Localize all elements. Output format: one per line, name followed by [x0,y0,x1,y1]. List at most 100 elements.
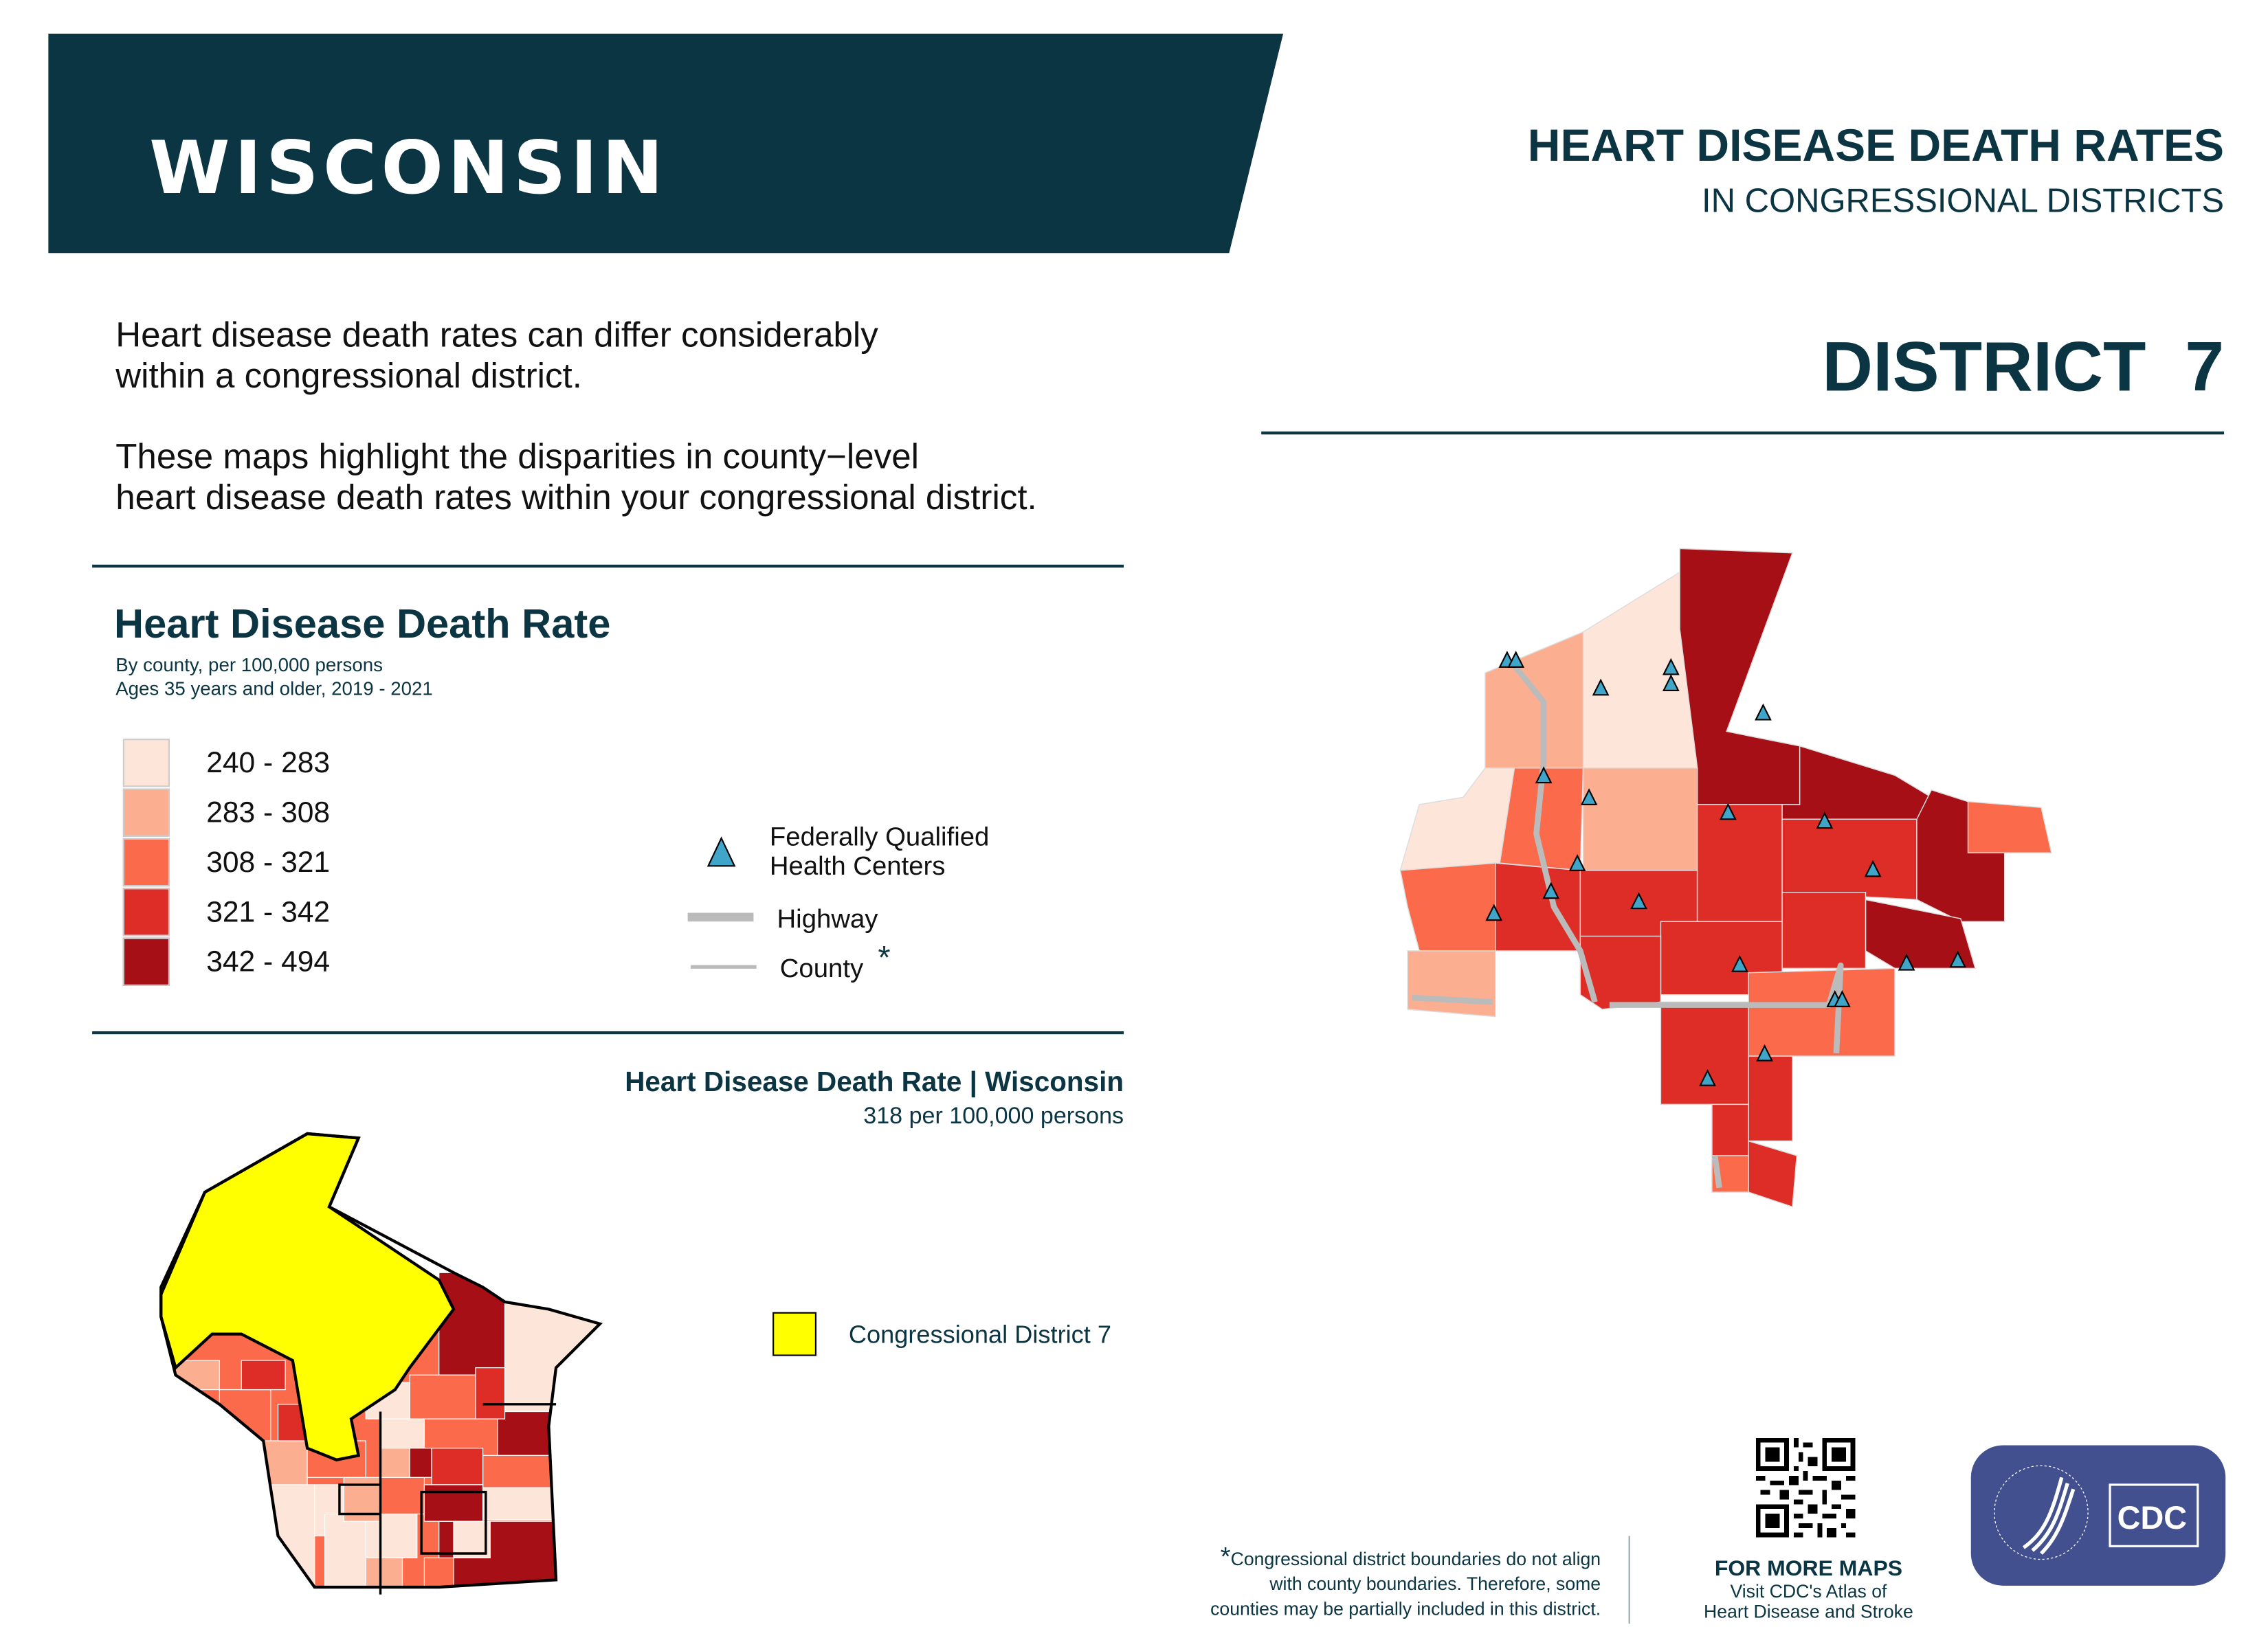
footnote-line: with county boundaries. Therefore, some [1269,1573,1601,1595]
county [1916,789,2005,923]
district-title: DISTRICT 7 [1822,329,2225,407]
footer-divider [1628,1536,1630,1624]
legend-swatch [122,888,170,936]
fqhc-triangle-icon [1535,766,1553,784]
more-maps-text: Heart Disease and Stroke [1704,1602,1913,1623]
county [1660,1001,1749,1106]
highway [1412,994,1493,1005]
divider [92,564,1124,568]
county [1711,1155,1749,1193]
fqhc-triangle-icon [1630,892,1647,910]
asterisk: * [1220,1541,1231,1571]
intro-text: These maps highlight the disparities in … [115,437,919,478]
legend-label: 342 - 494 [206,946,331,979]
fqhc-triangle-icon [1699,1069,1716,1086]
district-7-highlight [159,1132,456,1461]
legend-label: 321 - 342 [206,897,331,929]
fqhc-triangle-icon [1949,950,1966,968]
page-subtitle: IN CONGRESSIONAL DISTRICTS [1702,181,2225,220]
fqhc-triangle-icon [1898,953,1915,971]
county [1967,800,2052,853]
fqhc-triangle-icon [1719,803,1737,820]
district-legend-label: Congressional District 7 [848,1321,1112,1349]
fqhc-triangle-icon [1580,788,1598,806]
county [1748,967,1895,1057]
county [1582,570,1698,769]
legend-swatch [122,838,170,887]
county [1579,870,1698,937]
county [1781,891,1867,969]
legend-swatch [122,788,170,837]
district-legend-swatch [772,1312,816,1356]
highway-label: Highway [777,904,878,934]
county [1781,818,1917,901]
fqhc-triangle-icon [1755,703,1772,721]
fqhc-triangle-icon [1816,811,1834,829]
hhs-eagle-icon [2022,1477,2076,1555]
county [1748,1055,1793,1142]
cdc-hhs-logo: CDC [1970,1445,2226,1586]
fqhc-triangle-icon [1568,854,1586,871]
state-rate-title: Heart Disease Death Rate | Wisconsin [625,1068,1124,1099]
intro-text: within a congressional district. [115,357,582,396]
fqhc-triangle-icon [1731,954,1748,972]
legend-swatch [122,937,170,986]
fqhc-triangle-icon [1542,882,1560,899]
fqhc-triangle-icon [1864,860,1882,877]
legend-label: 240 - 283 [206,747,331,780]
fqhc-markers [1485,651,1966,1086]
intro-paragraph-1: Heart disease death rates can differ con… [115,316,878,398]
county [1407,950,1496,1018]
fqhc-triangle-icon [1826,990,1844,1007]
fqhc-triangle-icon [1662,658,1680,675]
qr-code[interactable] [1755,1437,1856,1538]
fqhc-triangle-icon [1498,651,1516,668]
intro-text: heart disease death rates within your co… [115,478,1037,518]
state-rate-value: 318 per 100,000 persons [863,1104,1124,1130]
county [1582,767,1698,871]
legend-title: Heart Disease Death Rate [114,601,611,647]
page-title: HEART DISEASE DEATH RATES [1527,120,2225,172]
footnote-line: *Congressional district boundaries do no… [1210,1541,1601,1572]
fqhc-triangle-icon [1507,651,1525,668]
fqhc-triangle-icon [1756,1044,1773,1062]
more-maps-title: FOR MORE MAPS [1714,1556,1903,1582]
footnote-line: counties may be partially included in th… [1210,1598,1601,1619]
title-banner [48,33,1284,254]
county [1781,745,1933,820]
legend-subtitle: Ages 35 years and older, 2019 - 2021 [115,677,433,699]
county [1660,921,1783,996]
legend-subtitle: By county, per 100,000 persons [115,653,383,676]
county [1711,1103,1749,1156]
wisconsin-outline [159,1132,603,1589]
fqhc-triangle-icon [1834,990,1851,1007]
highway [1711,1155,1722,1189]
county [1748,1140,1798,1208]
hhs-seal-icon [1994,1465,2089,1560]
county-label: County [779,954,864,983]
intro-paragraph-2: These maps highlight the disparities in … [115,438,1037,519]
highway [1609,962,1844,1054]
fqhc-label-line: Health Centers [769,851,946,881]
fqhc-label: Federally Qualified Health Centers [770,822,990,880]
legend-swatch [122,739,170,787]
county [1495,862,1581,952]
state-name: WISCONSIN [149,126,668,211]
county-polygons [1399,548,2052,1208]
district-boundaries [338,1403,557,1595]
highways [1412,664,1844,1189]
fqhc-label-line: Federally Qualified [769,822,990,852]
footnote-text: Congressional district boundaries do not… [1230,1549,1601,1570]
county [1679,548,1801,805]
fqhc-triangle-icon [1592,678,1610,696]
footnote: *Congressional district boundaries do no… [1210,1541,1601,1622]
county [1696,804,1783,923]
asterisk: * [878,939,891,976]
fqhc-triangle-icon [707,836,736,867]
intro-text: Heart disease death rates can differ con… [115,315,878,356]
more-maps-link[interactable]: FOR MORE MAPS Visit CDC's Atlas of Heart… [1682,1556,1934,1623]
county [1579,935,1662,1010]
fqhc-triangle-icon [1662,674,1680,691]
symbol-legend-icons [687,836,757,969]
legend-label: 308 - 321 [206,846,331,879]
